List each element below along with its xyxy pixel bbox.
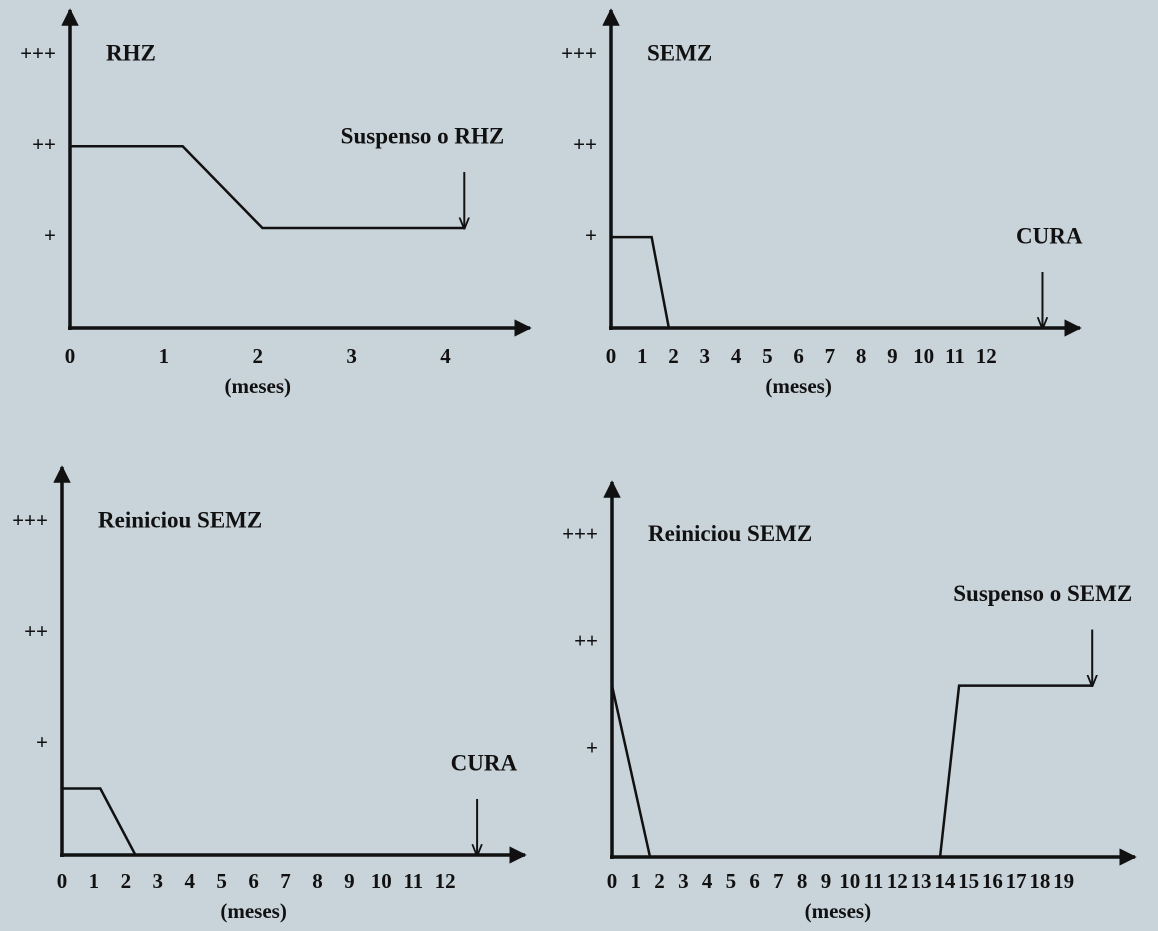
x-tick-label: 18	[1029, 869, 1050, 893]
y-tick-label: +++	[20, 41, 56, 65]
chart-title: Reiniciou SEMZ	[98, 508, 262, 533]
x-tick-label: 14	[934, 869, 956, 893]
x-tick-label: 8	[797, 869, 808, 893]
x-tick-label: 15	[958, 869, 979, 893]
x-tick-label: 0	[607, 869, 618, 893]
x-tick-label: 3	[678, 869, 689, 893]
chart-title: Reiniciou SEMZ	[648, 521, 812, 546]
x-tick-label: 1	[637, 344, 648, 368]
x-tick-label: 7	[825, 344, 836, 368]
data-line	[611, 237, 1080, 328]
data-line	[62, 788, 525, 855]
annotation: Suspenso o SEMZ	[953, 581, 1132, 606]
x-tick-label: 5	[762, 344, 773, 368]
y-tick-label: +	[36, 730, 48, 754]
x-tick-label: 11	[945, 344, 965, 368]
data-line	[612, 686, 1092, 857]
x-axis-label: (meses)	[220, 899, 286, 923]
chart-title: RHZ	[106, 41, 156, 66]
x-axis-label: (meses)	[225, 374, 291, 398]
x-tick-label: 19	[1053, 869, 1074, 893]
x-tick-label: 12	[976, 344, 997, 368]
x-tick-label: 0	[606, 344, 617, 368]
figure: ++++++01234(meses)RHZSuspenso o RHZ+++++…	[0, 0, 1158, 931]
x-tick-label: 11	[403, 869, 423, 893]
chart-title: SEMZ	[647, 41, 712, 66]
x-tick-label: 7	[773, 869, 784, 893]
x-tick-label: 2	[654, 869, 665, 893]
x-tick-label: 7	[280, 869, 291, 893]
x-tick-label: 4	[702, 869, 713, 893]
x-tick-label: 13	[911, 869, 932, 893]
x-tick-label: 2	[668, 344, 679, 368]
x-tick-label: 8	[312, 869, 323, 893]
y-tick-label: ++	[574, 629, 598, 653]
x-tick-label: 4	[731, 344, 742, 368]
y-tick-label: +	[585, 223, 597, 247]
y-tick-label: +++	[562, 521, 598, 545]
x-tick-label: 9	[821, 869, 832, 893]
y-tick-label: ++	[32, 132, 56, 156]
y-tick-label: +	[44, 223, 56, 247]
x-tick-label: 8	[856, 344, 867, 368]
x-tick-label: 3	[346, 344, 357, 368]
x-tick-label: 3	[153, 869, 164, 893]
x-tick-label: 16	[982, 869, 1003, 893]
x-tick-label: 0	[65, 344, 76, 368]
x-tick-label: 12	[887, 869, 908, 893]
y-tick-label: +++	[12, 508, 48, 532]
x-tick-label: 10	[913, 344, 934, 368]
x-tick-label: 1	[89, 869, 100, 893]
x-tick-label: 2	[121, 869, 132, 893]
y-tick-label: +++	[561, 41, 597, 65]
x-tick-label: 1	[159, 344, 170, 368]
x-tick-label: 5	[726, 869, 737, 893]
x-tick-label: 9	[344, 869, 355, 893]
x-tick-label: 9	[887, 344, 898, 368]
x-tick-label: 0	[57, 869, 68, 893]
x-tick-label: 6	[248, 869, 259, 893]
x-tick-label: 1	[631, 869, 642, 893]
x-tick-label: 6	[793, 344, 804, 368]
y-tick-label: +	[586, 736, 598, 760]
x-tick-label: 4	[184, 869, 195, 893]
y-tick-label: ++	[573, 132, 597, 156]
x-axis-label: (meses)	[765, 374, 831, 398]
annotation: CURA	[1016, 223, 1083, 248]
x-tick-label: 4	[440, 344, 451, 368]
x-tick-label: 12	[435, 869, 456, 893]
x-tick-label: 6	[749, 869, 760, 893]
x-tick-label: 10	[371, 869, 392, 893]
x-axis-label: (meses)	[805, 899, 871, 923]
data-line	[70, 146, 464, 228]
x-tick-label: 2	[253, 344, 264, 368]
annotation: CURA	[451, 750, 518, 775]
x-tick-label: 11	[864, 869, 884, 893]
x-tick-label: 17	[1006, 869, 1027, 893]
y-tick-label: ++	[24, 619, 48, 643]
x-tick-label: 3	[700, 344, 711, 368]
x-tick-label: 10	[839, 869, 860, 893]
x-tick-label: 5	[216, 869, 227, 893]
annotation: Suspenso o RHZ	[341, 123, 505, 148]
